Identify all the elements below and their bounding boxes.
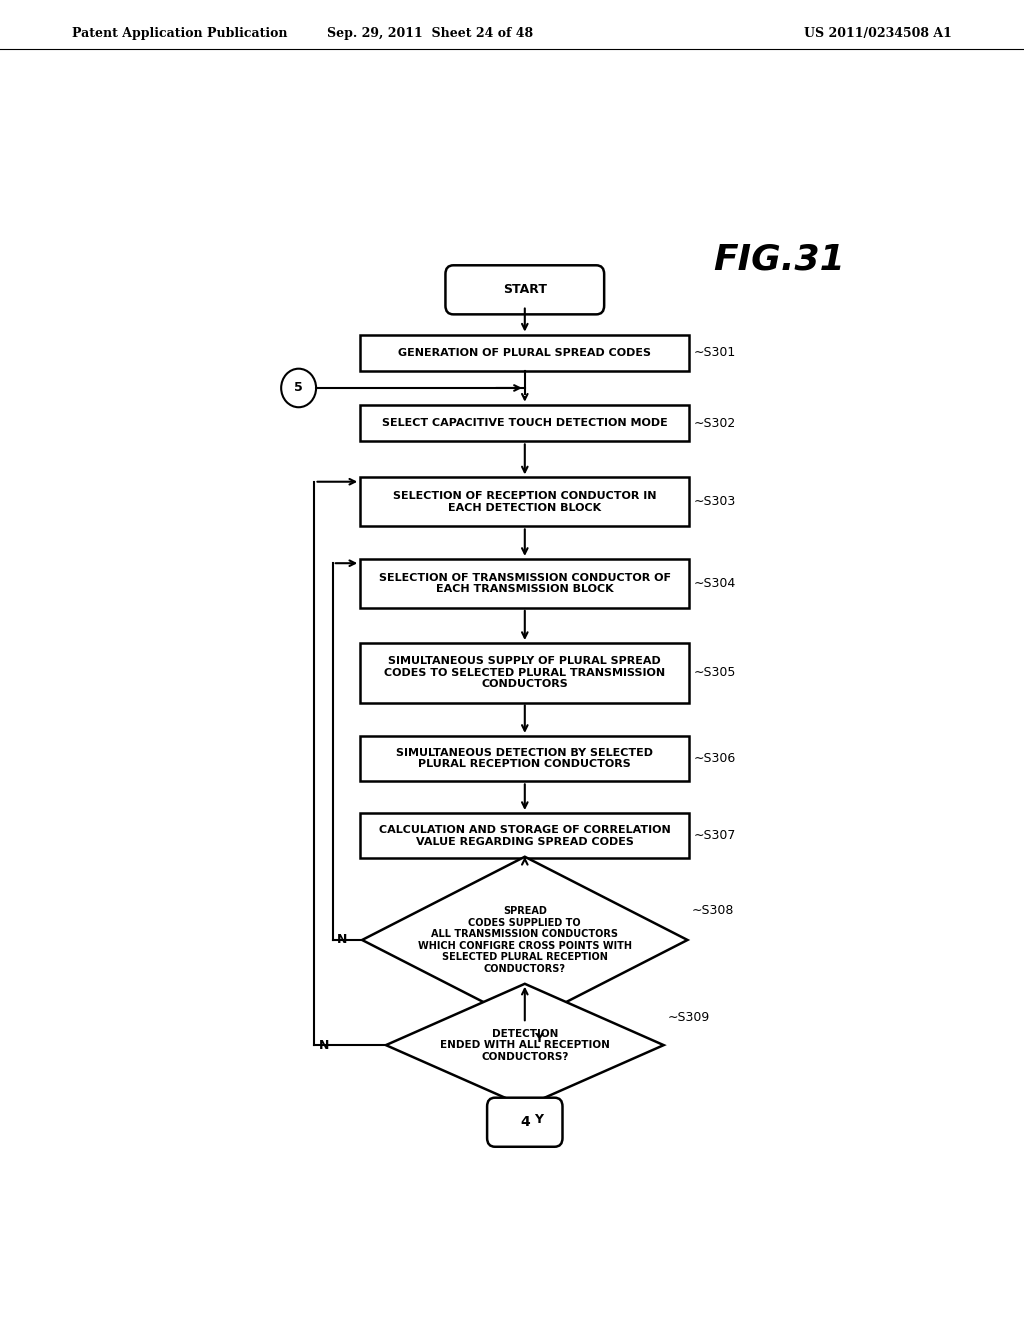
Text: N: N [318, 1039, 329, 1052]
Text: Y: Y [535, 1113, 544, 1126]
Text: ∼S309: ∼S309 [668, 1011, 710, 1024]
Text: DETECTION
ENDED WITH ALL RECEPTION
CONDUCTORS?: DETECTION ENDED WITH ALL RECEPTION CONDU… [440, 1028, 609, 1061]
Text: SELECTION OF TRANSMISSION CONDUCTOR OF
EACH TRANSMISSION BLOCK: SELECTION OF TRANSMISSION CONDUCTOR OF E… [379, 573, 671, 594]
Bar [360, 478, 689, 527]
Text: ∼S302: ∼S302 [693, 417, 735, 429]
Polygon shape [362, 857, 687, 1023]
Text: ∼S305: ∼S305 [693, 667, 736, 680]
Text: US 2011/0234508 A1: US 2011/0234508 A1 [805, 26, 952, 40]
Text: ∼S304: ∼S304 [693, 577, 735, 590]
Text: Patent Application Publication: Patent Application Publication [72, 26, 287, 40]
Text: ∼S307: ∼S307 [693, 829, 736, 842]
Text: SELECTION OF RECEPTION CONDUCTOR IN
EACH DETECTION BLOCK: SELECTION OF RECEPTION CONDUCTOR IN EACH… [393, 491, 656, 512]
Polygon shape [386, 983, 664, 1106]
Text: FIG.31: FIG.31 [713, 242, 845, 276]
FancyBboxPatch shape [445, 265, 604, 314]
Text: ∼S306: ∼S306 [693, 752, 735, 766]
Bar [360, 813, 689, 858]
Bar [360, 558, 689, 609]
Text: ∼S301: ∼S301 [693, 346, 735, 359]
Bar [360, 405, 689, 441]
Text: START: START [503, 284, 547, 296]
Text: GENERATION OF PLURAL SPREAD CODES: GENERATION OF PLURAL SPREAD CODES [398, 348, 651, 358]
Text: SIMULTANEOUS SUPPLY OF PLURAL SPREAD
CODES TO SELECTED PLURAL TRANSMISSION
CONDU: SIMULTANEOUS SUPPLY OF PLURAL SPREAD COD… [384, 656, 666, 689]
Bar [360, 643, 689, 702]
Text: Sep. 29, 2011  Sheet 24 of 48: Sep. 29, 2011 Sheet 24 of 48 [327, 26, 534, 40]
Text: 5: 5 [294, 381, 303, 395]
Text: SIMULTANEOUS DETECTION BY SELECTED
PLURAL RECEPTION CONDUCTORS: SIMULTANEOUS DETECTION BY SELECTED PLURA… [396, 748, 653, 770]
Text: N: N [337, 933, 347, 946]
FancyBboxPatch shape [487, 1098, 562, 1147]
Text: Y: Y [535, 1032, 544, 1045]
Text: ∼S308: ∼S308 [691, 904, 734, 917]
Text: CALCULATION AND STORAGE OF CORRELATION
VALUE REGARDING SPREAD CODES: CALCULATION AND STORAGE OF CORRELATION V… [379, 825, 671, 846]
Text: SELECT CAPACITIVE TOUCH DETECTION MODE: SELECT CAPACITIVE TOUCH DETECTION MODE [382, 418, 668, 428]
Text: 4: 4 [520, 1115, 529, 1129]
Text: SPREAD
CODES SUPPLIED TO
ALL TRANSMISSION CONDUCTORS
WHICH CONFIGRE CROSS POINTS: SPREAD CODES SUPPLIED TO ALL TRANSMISSIO… [418, 906, 632, 974]
Bar [360, 334, 689, 371]
Text: ∼S303: ∼S303 [693, 495, 735, 508]
Bar [360, 735, 689, 781]
